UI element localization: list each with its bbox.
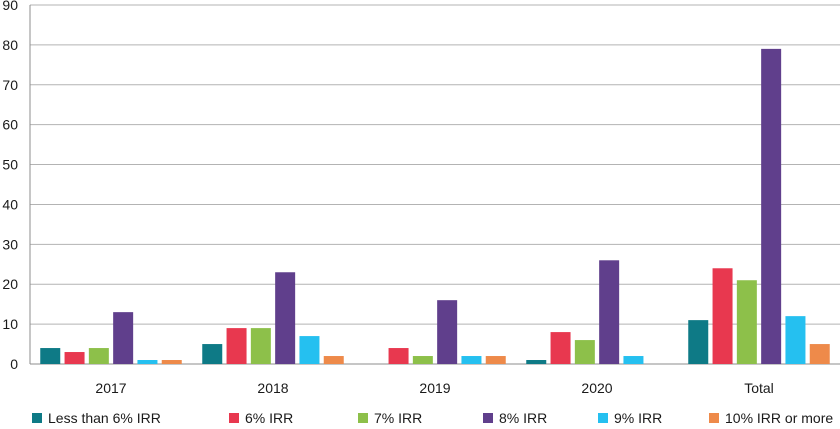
bar: [599, 260, 620, 364]
legend-label: 9% IRR: [614, 410, 663, 426]
bar: [40, 348, 61, 364]
legend-swatch: [709, 413, 719, 423]
bar: [226, 328, 247, 364]
legend-label: 7% IRR: [374, 410, 423, 426]
bar: [323, 356, 344, 364]
bar-chart: 0 10 20 30 40 50 60 70 80 90 2017 2018 2019 2020 Total: [2, 0, 840, 396]
x-tick-label: Total: [744, 380, 774, 396]
bar: [250, 328, 271, 364]
y-tick-label: 10: [2, 316, 18, 332]
legend-item: 6% IRR: [229, 410, 293, 426]
y-tick-label: 80: [2, 37, 18, 53]
legend-item: 8% IRR: [483, 410, 547, 426]
bar: [388, 348, 409, 364]
legend-label: 8% IRR: [499, 410, 548, 426]
legend-swatch: [598, 413, 608, 423]
legend: Less than 6% IRR 6% IRR 7% IRR 8% IRR 9% IRR…: [0, 410, 840, 429]
bar: [202, 344, 223, 364]
legend-label: Less than 6% IRR: [48, 410, 161, 426]
legend-swatch: [358, 413, 368, 423]
y-tick-label: 50: [2, 157, 18, 173]
legend-label: 6% IRR: [245, 410, 294, 426]
legend-label: 10% IRR or more: [725, 410, 834, 426]
bar: [809, 344, 830, 364]
legend-swatch: [483, 413, 493, 423]
y-tick-label: 30: [2, 236, 18, 252]
y-tick-label: 90: [2, 0, 18, 13]
bar: [761, 48, 782, 364]
x-tick-label: 2019: [419, 380, 450, 396]
legend-swatch: [32, 413, 42, 423]
bar: [688, 320, 709, 364]
legend-item: 9% IRR: [598, 410, 662, 426]
y-tick-label: 20: [2, 276, 18, 292]
bar: [712, 268, 733, 364]
bar: [88, 348, 109, 364]
legend-swatch: [229, 413, 239, 423]
x-tick-label: 2017: [95, 380, 126, 396]
bar: [526, 360, 547, 364]
y-tick-label: 60: [2, 117, 18, 133]
bar: [736, 280, 757, 364]
y-tick-label: 70: [2, 77, 18, 93]
bar: [461, 356, 482, 364]
bar: [623, 356, 644, 364]
y-tick-label: 40: [2, 196, 18, 212]
bar: [437, 300, 458, 364]
bar: [412, 356, 433, 364]
bar: [137, 360, 158, 364]
legend-item: Less than 6% IRR: [32, 410, 161, 426]
legend-item: 7% IRR: [358, 410, 422, 426]
y-tick-label: 0: [10, 356, 18, 372]
bar: [161, 360, 182, 364]
x-tick-label: 2020: [581, 380, 612, 396]
x-tick-label: 2018: [257, 380, 288, 396]
bar: [275, 272, 296, 364]
bar: [574, 340, 595, 364]
bar: [64, 352, 85, 364]
bar: [113, 312, 134, 364]
bar: [550, 332, 571, 364]
bar: [485, 356, 506, 364]
bar: [299, 336, 320, 364]
legend-item: 10% IRR or more: [709, 410, 833, 426]
bar: [785, 316, 806, 364]
